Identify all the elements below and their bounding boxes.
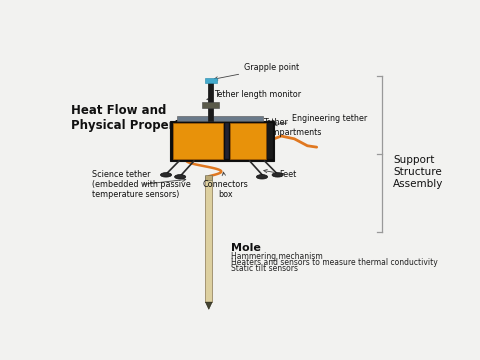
Text: Support
Structure
Assembly: Support Structure Assembly <box>393 156 444 189</box>
Text: Tether
compartments: Tether compartments <box>250 118 322 138</box>
Bar <box>225 123 229 159</box>
Text: Static tilt sensors: Static tilt sensors <box>231 264 298 273</box>
Bar <box>230 123 266 159</box>
Bar <box>173 123 223 159</box>
Ellipse shape <box>175 175 186 179</box>
Text: Tether length monitor: Tether length monitor <box>207 90 301 101</box>
Text: Grapple point: Grapple point <box>214 63 299 80</box>
Ellipse shape <box>256 175 267 179</box>
Text: Science tether
(embedded with passive
temperature sensors): Science tether (embedded with passive te… <box>92 170 191 199</box>
Bar <box>203 102 219 108</box>
Bar <box>170 121 274 161</box>
Ellipse shape <box>272 173 283 177</box>
Bar <box>208 84 213 121</box>
Polygon shape <box>205 302 212 309</box>
Text: Feet: Feet <box>264 170 297 179</box>
Bar <box>205 175 212 180</box>
Bar <box>205 176 212 302</box>
Bar <box>267 123 273 159</box>
Ellipse shape <box>160 173 172 177</box>
Text: Hammering mechanism: Hammering mechanism <box>231 252 323 261</box>
Text: Heaters and sensors to measure thermal conductivity: Heaters and sensors to measure thermal c… <box>231 258 438 267</box>
Text: Engineering tether: Engineering tether <box>274 113 368 126</box>
Text: Mole: Mole <box>231 243 261 253</box>
Bar <box>204 78 216 84</box>
Bar <box>177 116 263 121</box>
Text: Connectors
box: Connectors box <box>203 172 249 199</box>
Text: Heat Flow and
Physical Properties Probe: Heat Flow and Physical Properties Probe <box>71 104 242 132</box>
